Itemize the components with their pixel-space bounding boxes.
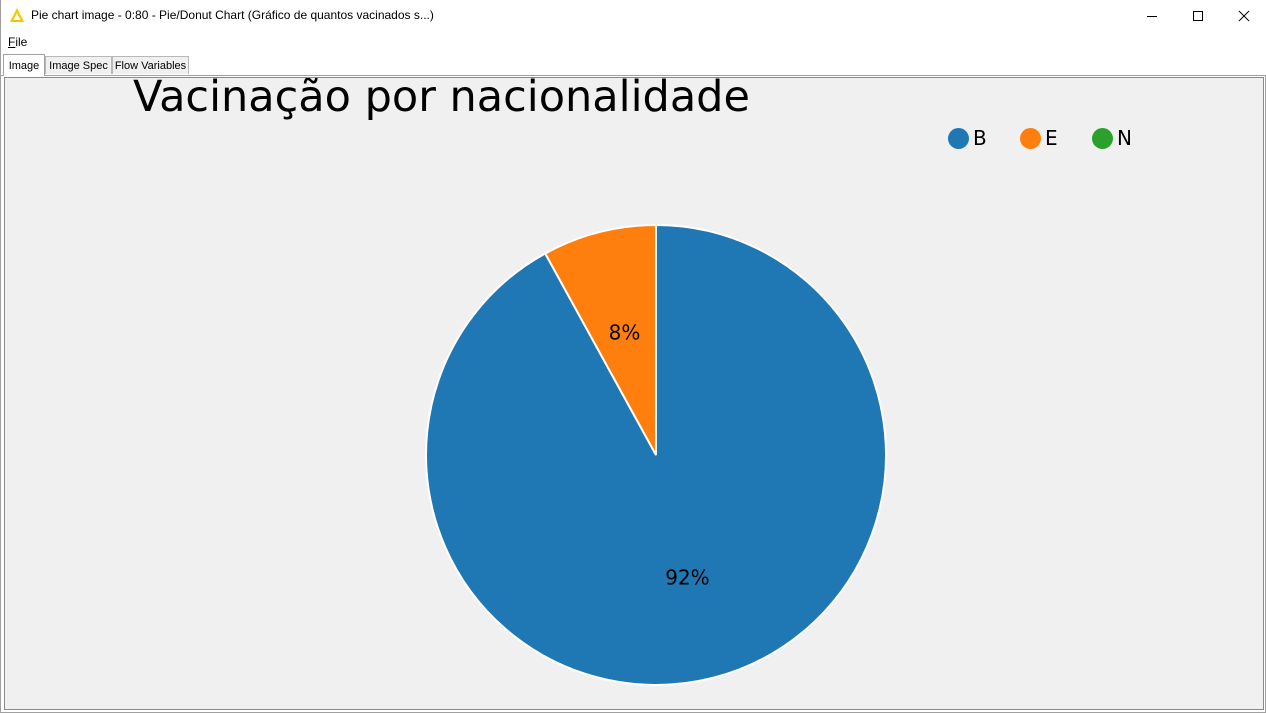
menu-file-label: ile <box>15 35 28 49</box>
tab-strip: Image Image Spec Flow Variables <box>1 52 1266 76</box>
legend-item-e[interactable]: E <box>1020 126 1058 150</box>
menu-file[interactable]: File <box>8 35 27 49</box>
legend-swatch-b <box>948 127 969 149</box>
title-bar[interactable]: Pie chart image - 0:80 - Pie/Donut Chart… <box>1 0 1266 31</box>
legend-swatch-e <box>1020 127 1041 149</box>
knime-triangle-icon <box>10 8 24 22</box>
legend-swatch-n <box>1092 127 1113 149</box>
close-button[interactable] <box>1221 0 1266 31</box>
pie-label-e: 8% <box>609 320 641 344</box>
minimize-icon <box>1147 15 1157 17</box>
legend-label-e: E <box>1045 126 1058 150</box>
minimize-button[interactable] <box>1129 0 1175 31</box>
window-title: Pie chart image - 0:80 - Pie/Donut Chart… <box>31 8 434 22</box>
tab-image-spec[interactable]: Image Spec <box>45 56 112 74</box>
pie-chart: 92% 8% <box>425 223 887 686</box>
tab-flow-variables[interactable]: Flow Variables <box>112 56 189 74</box>
pie-slice-e[interactable] <box>543 223 657 456</box>
legend-item-b[interactable]: B <box>948 126 987 150</box>
legend-item-n[interactable]: N <box>1092 126 1132 150</box>
menu-file-mnemonic: F <box>8 35 16 49</box>
close-icon <box>1238 10 1250 21</box>
menu-bar: File <box>1 31 1266 52</box>
tab-image[interactable]: Image <box>3 54 45 76</box>
legend-label-n: N <box>1117 126 1132 150</box>
legend-label-b: B <box>973 126 987 150</box>
pie-label-b: 92% <box>665 566 709 590</box>
chart-title: Vacinação por nacionalidade <box>133 77 750 122</box>
image-view: 92% 8% Vacinação por nacionalidade B E N <box>4 77 1264 710</box>
maximize-button[interactable] <box>1175 0 1221 31</box>
maximize-icon <box>1193 10 1203 21</box>
